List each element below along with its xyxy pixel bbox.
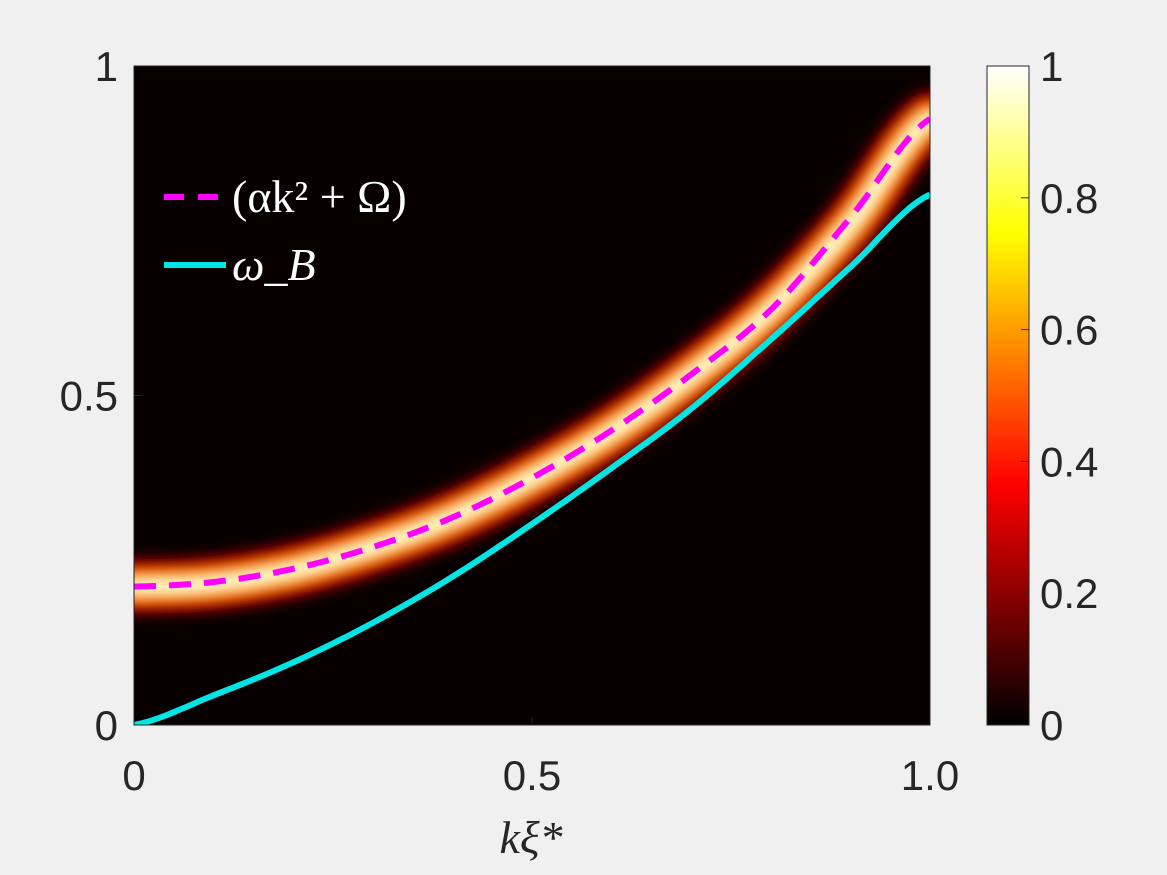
colorbar-tick-label: 0.8 (1040, 175, 1098, 222)
colorbar-tick-label: 0.6 (1040, 307, 1098, 354)
series-lines (134, 116, 930, 725)
series-line-1 (134, 116, 930, 590)
legend-entry-2: ω_B (232, 239, 316, 290)
legend: (αk² + Ω) ω_B (164, 171, 407, 290)
x-tick-label: 0 (122, 752, 145, 799)
series-line-2 (134, 191, 930, 725)
x-tick-label: 0.5 (503, 752, 561, 799)
x-axis: 0 0.5 1.0 (122, 717, 959, 799)
y-tick-label: 0.5 (60, 373, 118, 420)
colorbar-tick-label: 1 (1040, 43, 1063, 90)
y-axis: 00.51 (60, 43, 142, 749)
colorbar-tick-label: 0.4 (1040, 438, 1098, 485)
x-tick-label: 1.0 (901, 752, 959, 799)
legend-entry-1: (αk² + Ω) (232, 171, 407, 222)
plot-border (133, 65, 931, 726)
plot-area (134, 66, 930, 725)
colorbar-axis: 0 0.2 0.4 0.6 0.8 1 (1021, 43, 1098, 749)
y-tick-label: 1 (95, 43, 118, 90)
y-tick-label: 0 (95, 702, 118, 749)
x-axis-label: kξ* (499, 812, 562, 863)
colorbar-tick-label: 0 (1040, 702, 1063, 749)
colorbar (986, 65, 1030, 726)
colorbar-tick-label: 0.2 (1040, 570, 1098, 617)
